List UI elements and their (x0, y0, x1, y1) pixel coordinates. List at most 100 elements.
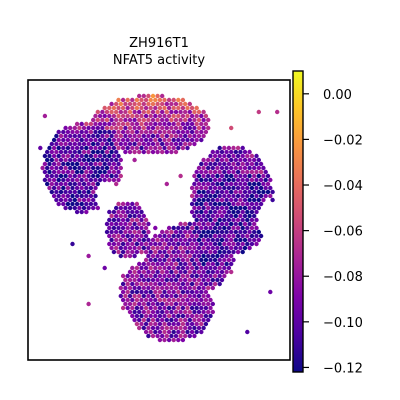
spot (109, 109, 114, 115)
spot (116, 201, 121, 207)
spot (169, 109, 174, 115)
spot (111, 177, 117, 183)
spot (139, 273, 144, 279)
spot (132, 269, 137, 275)
spot (130, 97, 135, 103)
spot (134, 137, 140, 143)
spot (146, 141, 151, 147)
spot (194, 297, 199, 303)
spot (148, 145, 153, 151)
spot (199, 113, 204, 119)
spot (201, 173, 206, 179)
spot (169, 325, 174, 331)
spot (84, 129, 89, 135)
spot (199, 217, 204, 223)
spot (169, 285, 174, 291)
spot (176, 233, 181, 239)
spot (178, 253, 183, 259)
spot (229, 181, 234, 187)
spot (153, 249, 158, 255)
spot (189, 137, 195, 143)
spot (194, 193, 199, 199)
spot (256, 229, 261, 235)
spot (146, 221, 151, 227)
spot (180, 281, 186, 287)
spot (217, 153, 222, 159)
spot (226, 169, 232, 175)
spot (226, 241, 232, 247)
spot (194, 257, 199, 263)
spot (231, 161, 236, 167)
spot (201, 237, 206, 243)
spot (162, 121, 167, 127)
spot (93, 137, 98, 143)
spot (118, 253, 124, 259)
spot (219, 237, 225, 243)
spot (125, 241, 130, 247)
spot (160, 277, 165, 283)
spot (180, 257, 186, 263)
spot (169, 333, 174, 339)
spot (81, 197, 87, 203)
spot (192, 325, 197, 331)
spot (104, 165, 110, 171)
spot (146, 333, 151, 339)
spot (155, 237, 160, 243)
spot (187, 301, 192, 307)
spot (123, 285, 128, 291)
spot (107, 209, 112, 215)
spot (196, 181, 202, 187)
spot (231, 249, 236, 255)
spot (192, 189, 197, 195)
spot (229, 165, 234, 171)
spot (86, 133, 91, 139)
spot (130, 241, 135, 247)
spot (153, 137, 158, 143)
spot (219, 205, 225, 211)
spot (146, 245, 151, 251)
spot (72, 197, 78, 203)
spot (104, 229, 110, 235)
spot (217, 225, 222, 231)
spot (196, 261, 202, 267)
spot (201, 181, 206, 187)
spot (153, 121, 158, 127)
spot (134, 305, 140, 311)
spot (201, 229, 206, 235)
spot (208, 201, 213, 207)
spot (203, 121, 209, 127)
spot (224, 213, 229, 219)
spot (245, 209, 250, 215)
spot (192, 125, 197, 131)
spot (235, 169, 241, 175)
spot (141, 117, 146, 123)
spot (100, 157, 105, 163)
spot (240, 209, 245, 215)
spot (114, 141, 119, 147)
spot (107, 217, 112, 223)
spot (65, 201, 71, 207)
spot (233, 205, 238, 211)
spot (187, 221, 192, 227)
spot (176, 249, 181, 255)
spot (203, 281, 209, 287)
spot (164, 309, 169, 315)
spot (143, 249, 149, 255)
spot (166, 321, 172, 327)
spot (189, 305, 195, 311)
spot (127, 229, 133, 235)
spot (201, 325, 206, 331)
spot (155, 93, 160, 99)
spot (183, 333, 188, 339)
spot (199, 177, 204, 183)
spot (157, 105, 163, 111)
spot (212, 185, 218, 191)
spot (150, 309, 156, 315)
spot (157, 241, 163, 247)
spot (88, 177, 94, 183)
spot (116, 121, 121, 127)
spot (217, 161, 222, 167)
spot (65, 145, 71, 151)
spot (235, 153, 241, 159)
spot (180, 241, 186, 247)
